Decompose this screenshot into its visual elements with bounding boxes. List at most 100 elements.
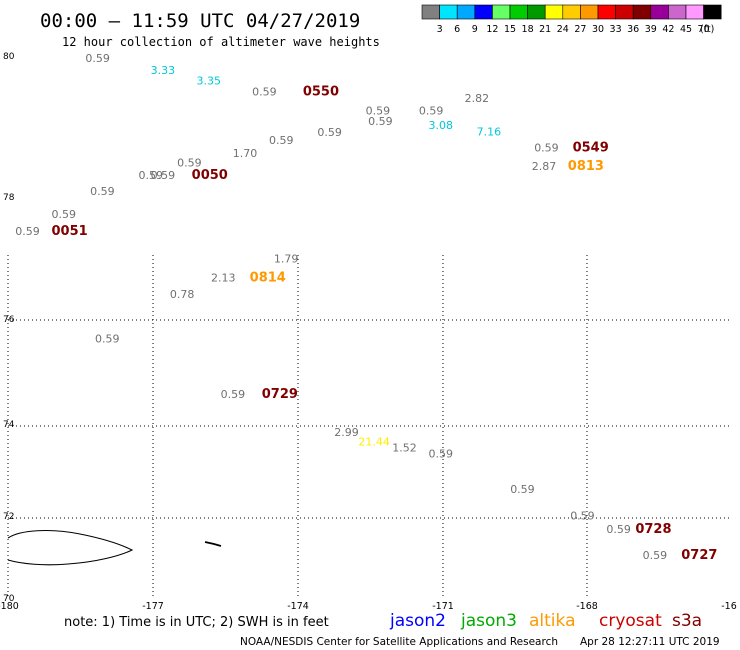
legend-tick-label: 42	[662, 24, 674, 35]
legend-swatch	[703, 4, 722, 20]
wave-height-value: 0.59	[269, 134, 294, 147]
coastline-shape	[7, 530, 134, 566]
wave-height-value: 0.59	[643, 549, 668, 562]
wave-height-value: 0.59	[252, 86, 276, 99]
pass-time-label: 0549	[573, 141, 609, 156]
map-subtitle: 12 hour collection of altimeter wave hei…	[62, 35, 380, 49]
longitude-tick-labels: -180 -177 -174 -171 -168 -16	[0, 601, 737, 612]
legend-swatch	[421, 4, 440, 20]
legend-swatch	[632, 4, 652, 20]
legend-tick-label: 3	[437, 24, 443, 35]
pass-time-label: 0814	[250, 270, 286, 285]
wave-height-value: 0.59	[534, 142, 559, 155]
wave-height-value: 0.59	[606, 523, 631, 536]
legend-swatch	[544, 4, 564, 20]
legend-tick-label: 18	[522, 24, 534, 35]
legend-tick-label: 21	[539, 24, 551, 35]
wave-height-value: 0.78	[170, 288, 195, 301]
wave-height-value: 0.59	[95, 332, 120, 345]
latitude-tick-label: 80	[3, 52, 15, 62]
footer-note: note: 1) Time is in UTC; 2) SWH is in fe…	[64, 615, 329, 630]
pass-time-label: 0051	[52, 224, 88, 239]
legend-swatch	[527, 4, 546, 20]
satellite-name: cryosat	[599, 611, 662, 631]
latitude-tick-label: 78	[3, 193, 15, 203]
legend-tick-label: 70	[698, 24, 710, 35]
legend-tick-label: 6	[454, 24, 460, 35]
longitude-tick-label: -177	[142, 601, 164, 612]
wave-height-value: 0.59	[151, 169, 176, 182]
longitude-tick-label: -174	[287, 601, 309, 612]
wave-height-value: 0.59	[429, 448, 454, 461]
island-shape	[204, 541, 222, 547]
satellite-name: altika	[529, 611, 576, 631]
wave-height-value: 1.70	[233, 147, 258, 160]
latitude-tick-label: 70	[3, 594, 15, 604]
wave-height-value: 1.79	[274, 253, 299, 266]
wave-height-value: 3.33	[151, 64, 176, 77]
wave-height-value: 2.87	[532, 160, 557, 173]
legend-tick-label: 33	[610, 24, 622, 35]
legend-tick-label: 24	[557, 24, 569, 35]
latitude-tick-label: 72	[3, 512, 14, 522]
pass-time-label: 0728	[635, 522, 671, 537]
wave-height-value: 0.59	[368, 115, 393, 128]
legend-swatch	[685, 4, 704, 20]
legend-swatch	[615, 4, 634, 20]
legend-tick-label: 45	[680, 24, 692, 35]
legend-tick-label: 12	[486, 24, 498, 35]
wave-height-value: 7.16	[477, 126, 502, 139]
latitude-tick-label: 74	[3, 420, 15, 430]
wave-height-legend: 3 6 9 12 15 18 21 24 27 30 33 36 39 42 45 70(ft)	[421, 4, 722, 35]
wave-height-value: 0.59	[317, 126, 342, 139]
legend-tick-label: 39	[645, 24, 657, 35]
lat-lon-grid	[7, 255, 732, 598]
satellite-name: jason2	[389, 611, 446, 631]
wave-height-value: 0.59	[221, 388, 246, 401]
latitude-tick-label: 76	[3, 315, 15, 325]
legend-swatch	[439, 4, 458, 20]
pass-time-label: 0727	[681, 548, 717, 563]
pass-time-label: 0050	[192, 168, 228, 183]
wave-height-value: 0.59	[15, 225, 40, 238]
wave-height-value: 3.08	[429, 119, 454, 132]
legend-swatch	[650, 4, 669, 20]
wave-height-value: 0.59	[85, 52, 110, 65]
wave-height-value: 0.59	[177, 156, 202, 169]
pass-time-label: 0729	[262, 387, 298, 402]
legend-swatch	[580, 4, 599, 20]
legend-tick-label: 15	[504, 24, 516, 35]
legend-swatch	[668, 4, 687, 20]
legend-swatch	[474, 4, 493, 20]
latitude-tick-labels: 80 78 76 74 72 70	[3, 52, 15, 604]
legend-tick-label: 36	[627, 24, 639, 35]
legend-unit: (ft)	[700, 24, 714, 35]
wave-height-value: 0.59	[510, 483, 535, 496]
longitude-tick-label: -16	[721, 601, 737, 612]
wave-height-value: 0.59	[419, 105, 444, 118]
legend-swatch	[562, 4, 581, 20]
legend-swatch	[456, 4, 476, 20]
longitude-tick-label: -171	[432, 601, 454, 612]
wave-height-value: 2.82	[465, 92, 490, 105]
legend-tick-label: 27	[574, 24, 586, 35]
wave-height-value: 0.59	[366, 105, 391, 118]
pass-time-label: 0550	[303, 85, 339, 100]
wave-height-value: 21.44	[358, 435, 390, 448]
legend-swatch	[492, 4, 511, 20]
wave-height-value: 2.13	[211, 271, 236, 284]
wave-height-value: 1.52	[392, 441, 417, 454]
legend-swatch	[509, 4, 528, 20]
wave-height-value: 2.99	[334, 426, 359, 439]
longitude-tick-label: -168	[576, 601, 598, 612]
satellite-name: s3a	[672, 611, 702, 631]
wave-height-value: 3.35	[197, 74, 222, 87]
satellite-name: jason3	[460, 611, 517, 631]
pass-time-label: 0813	[568, 159, 604, 174]
map-title: 00:00 – 11:59 UTC 04/27/2019	[40, 10, 360, 32]
wave-height-value: 0.59	[570, 510, 595, 523]
wave-height-value: 0.59	[52, 208, 77, 221]
satellite-legend: jason2 jason3 altika cryosat s3a	[389, 611, 702, 631]
